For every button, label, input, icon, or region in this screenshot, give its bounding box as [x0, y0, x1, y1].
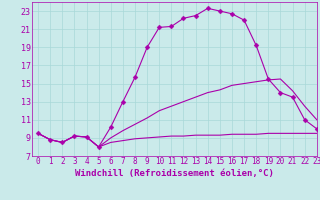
X-axis label: Windchill (Refroidissement éolien,°C): Windchill (Refroidissement éolien,°C) — [75, 169, 274, 178]
